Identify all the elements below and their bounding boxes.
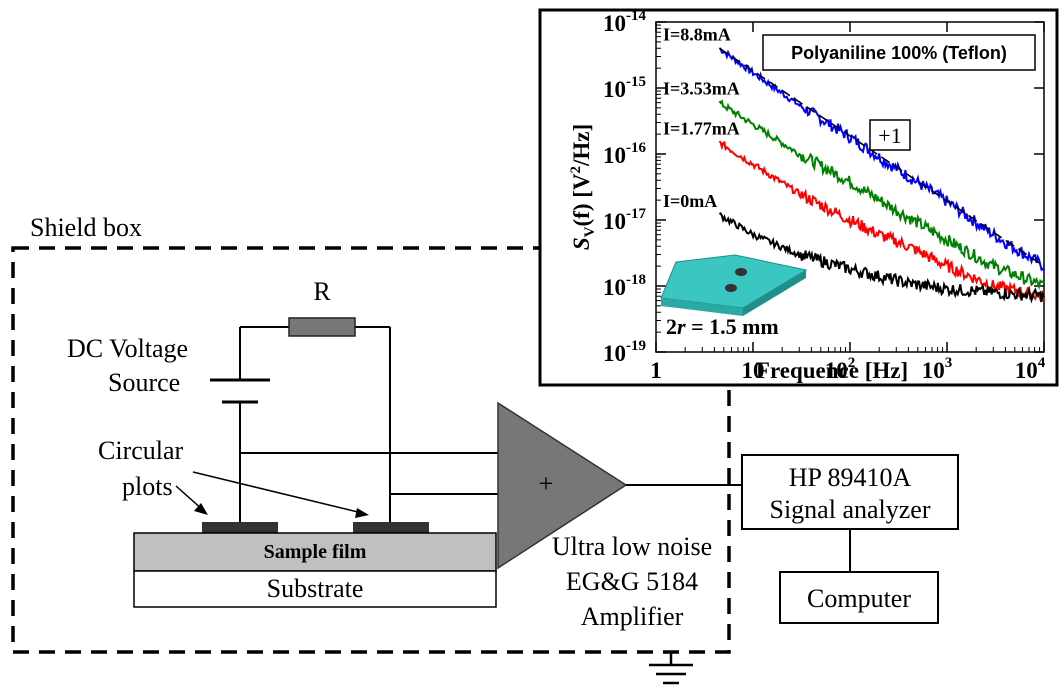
inset-frame: [538, 8, 1059, 387]
signal-analyzer-label-1: HP 89410A: [789, 463, 912, 492]
shield-box: [11, 246, 731, 654]
slope-annotation-box: [869, 119, 911, 151]
y-tick-label: 10-14: [603, 8, 646, 36]
arrow-to-right-plot: [192, 471, 369, 518]
ground-icon: [649, 652, 693, 685]
dc-source-label-1: DC Voltage: [67, 334, 188, 363]
sample-size-label: 2r = 1.5 mm: [666, 314, 779, 339]
slope-annotation-label: +1: [878, 123, 901, 148]
x-tick-label: 10: [742, 358, 765, 383]
shield-box-label: Shield box: [30, 213, 142, 242]
series-line: [719, 212, 1045, 304]
amplifier-triangle: [497, 401, 628, 570]
circular-plots-label-2: plots: [122, 472, 173, 501]
series-line: [718, 99, 1045, 291]
substrate: [133, 570, 497, 608]
y-tick-label: 10-15: [603, 74, 646, 102]
legend-text: Polyaniline 100% (Teflon): [791, 43, 1007, 63]
sample-film-label: Sample film: [264, 541, 367, 563]
amplifier-label-3: Amplifier: [581, 602, 684, 631]
y-tick-label: 10-16: [603, 140, 646, 168]
series-labels: I=8.8mA I=3.53mA I=1.77mA I=0mA: [663, 24, 740, 211]
y-tick-label: 10-19: [603, 338, 646, 366]
computer-label: Computer: [807, 584, 911, 613]
series-label: I=1.77mA: [663, 118, 740, 138]
x-axis-ticks: 1 10 102 103 104: [650, 22, 1046, 383]
y-tick-label: 10-17: [603, 206, 646, 234]
arrow-to-left-plot: [175, 485, 208, 515]
legend-box: [762, 34, 1036, 71]
series-label: I=8.8mA: [663, 24, 731, 44]
y-axis-ticks: 10-19 10-18 10-17 10-16 10-15 10-14: [603, 8, 1044, 366]
substrate-label: Substrate: [267, 574, 364, 603]
y-axis-label: SV(f) [V2/Hz]: [568, 124, 598, 250]
amplifier-plus-symbol: +: [539, 469, 554, 498]
computer-box: [779, 571, 939, 624]
reference-slope-line: [718, 47, 1045, 267]
amplifier-label-2: EG&G 5184: [566, 567, 698, 596]
series-label: I=0mA: [663, 191, 717, 211]
series-label: I=3.53mA: [663, 79, 740, 99]
x-tick-label: 1: [650, 358, 662, 383]
x-tick-label: 104: [1015, 355, 1046, 383]
dc-source-label-2: Source: [108, 368, 180, 397]
resistor-label: R: [313, 277, 331, 306]
chart-series: [718, 47, 1045, 304]
contact-left: [202, 522, 278, 533]
signal-analyzer-box: [741, 454, 959, 530]
series-line: [719, 47, 1045, 272]
x-tick-label: 102: [825, 355, 856, 383]
contact-right: [353, 522, 429, 533]
x-tick-label: 103: [922, 355, 953, 383]
sample-film: [133, 532, 497, 572]
circular-plots-label-1: Circular: [98, 436, 184, 465]
sample-illustration: [660, 254, 808, 316]
amplifier-label-1: Ultra low noise: [552, 532, 712, 561]
signal-analyzer-label-2: Signal analyzer: [770, 495, 931, 524]
resistor: [288, 317, 356, 337]
x-axis-label: Frequence [Hz]: [756, 358, 908, 383]
y-tick-label: 10-18: [603, 272, 646, 300]
